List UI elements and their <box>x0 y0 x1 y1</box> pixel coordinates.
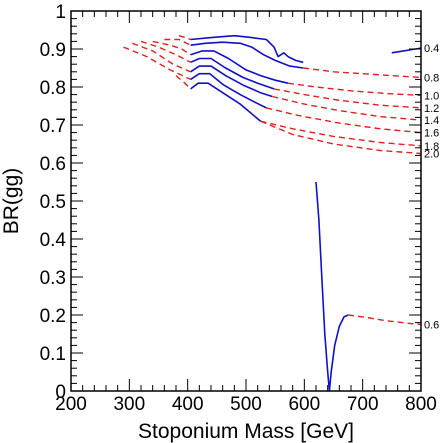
x-axis-title: Stoponium Mass [GeV] <box>138 420 354 443</box>
curve-dashed-1.8 <box>260 120 422 147</box>
curve-label: 1.6 <box>424 128 439 140</box>
curve-label: 0.6 <box>424 320 439 332</box>
curve-dashed-0.8 <box>164 38 191 46</box>
x-tick-label: 800 <box>405 394 437 415</box>
y-axis-title: BR(gg) <box>0 168 23 235</box>
y-tick-label: 0.7 <box>40 116 66 137</box>
y-tick-label: 0.3 <box>40 268 66 289</box>
axis-ticks <box>70 10 422 392</box>
y-tick-label: 1 <box>55 2 66 23</box>
curve-dashed-0.8 <box>303 67 422 79</box>
curve-labels: 0.4 0.8 1.01.21.41.61.82.0 0.6 <box>424 43 439 331</box>
y-tick-label: 0.9 <box>40 40 66 61</box>
y-tick-label: 0.6 <box>40 154 66 175</box>
curve-dashed-1.4 <box>132 42 191 73</box>
curve-dashed-1.4 <box>272 95 422 121</box>
x-tick-label: 700 <box>347 394 379 415</box>
curve-dashed-1.6 <box>266 107 422 134</box>
curve-label: 2.0 <box>424 149 439 161</box>
curve-dashed-1.0 <box>287 82 422 97</box>
curve-solid-1.4 <box>190 65 273 98</box>
curve-solid-0.6 <box>315 181 349 392</box>
curves <box>123 34 422 392</box>
y-tick-label: 0.2 <box>40 306 66 327</box>
curve-label: 1.2 <box>424 103 439 115</box>
curve-label: 1.4 <box>424 115 439 127</box>
x-tick-label: 300 <box>113 394 145 415</box>
y-tick-label: 0.8 <box>40 78 66 99</box>
tick-labels: 200 300 400 500 600 700 800 0 0.1 0.2 0.3 0.4 0.5 0.6… <box>40 2 437 415</box>
curve-label: 0.8 <box>424 73 439 85</box>
curve-dashed-0.6 <box>348 314 422 326</box>
curve-solid-0.4 <box>190 34 304 64</box>
curve-solid-1.2 <box>190 57 275 90</box>
curve-dashed-1.8 <box>175 75 192 90</box>
curve-label: 1.8 <box>424 141 439 153</box>
curve-solid-1.0 <box>190 50 289 84</box>
x-tick-label: 600 <box>288 394 320 415</box>
plot-frame <box>70 10 422 392</box>
curve-dashed-1.6 <box>123 46 191 81</box>
curve-dashed-0.4 <box>178 35 191 41</box>
curve-solid-1.8 <box>190 82 262 122</box>
x-tick-label: 400 <box>172 394 204 415</box>
curve-label: 0.4 <box>424 43 439 55</box>
curve-dashed-1.2 <box>273 88 422 109</box>
y-tick-label: 0.4 <box>40 230 67 251</box>
curve-solid-0.8 <box>190 41 304 69</box>
curve-dashed-1.2 <box>140 40 191 63</box>
y-tick-label: 0 <box>55 382 66 403</box>
y-tick-label: 0.1 <box>40 344 66 365</box>
x-tick-label: 500 <box>230 394 262 415</box>
y-tick-label: 0.5 <box>40 192 66 213</box>
curve-dashed-2.0 <box>260 120 422 155</box>
curve-dashed-1.0 <box>152 40 191 56</box>
curve-label: 1.0 <box>424 90 439 102</box>
x-tick-label: 200 <box>55 394 87 415</box>
curve-solid-1.6 <box>190 72 267 109</box>
